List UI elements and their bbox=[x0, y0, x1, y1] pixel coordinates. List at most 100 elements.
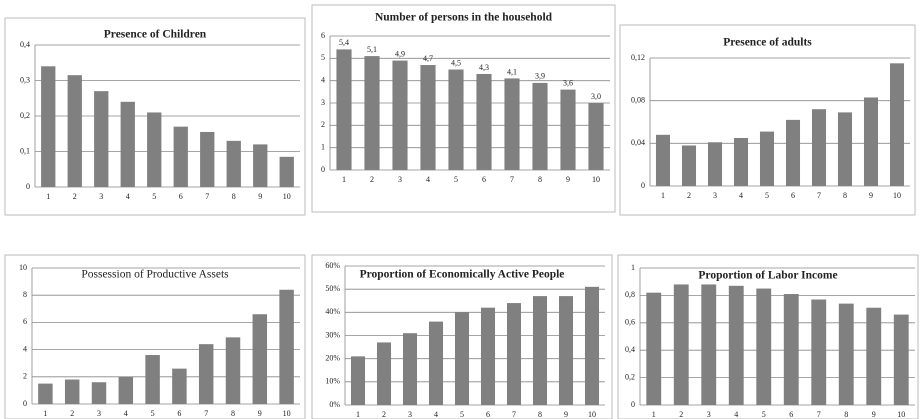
bar bbox=[91, 382, 107, 404]
x-tick-label: 3 bbox=[408, 410, 412, 419]
data-label: 5,4 bbox=[339, 38, 349, 47]
panel-title: Proportion of Economically Active People bbox=[360, 269, 565, 281]
x-tick-label: 8 bbox=[232, 192, 236, 201]
x-tick-label: 2 bbox=[382, 410, 386, 419]
bar bbox=[198, 344, 214, 404]
bar bbox=[584, 286, 600, 405]
bar bbox=[38, 383, 53, 404]
y-tick-label: 30% bbox=[325, 330, 340, 339]
x-tick-label: 1 bbox=[43, 409, 47, 418]
y-tick-label: 0 bbox=[631, 400, 635, 409]
y-tick-label: 20% bbox=[325, 353, 340, 362]
y-tick-label: 3 bbox=[321, 98, 325, 107]
bar bbox=[392, 60, 408, 170]
bar bbox=[673, 284, 689, 405]
bar bbox=[118, 376, 134, 404]
y-tick-label: 0,2 bbox=[625, 372, 635, 381]
x-tick-label: 3 bbox=[97, 409, 101, 418]
x-tick-label: 1 bbox=[652, 410, 656, 419]
x-tick-label: 9 bbox=[258, 192, 262, 201]
x-tick-label: 9 bbox=[258, 409, 262, 418]
y-tick-label: 0 bbox=[23, 399, 27, 408]
x-tick-label: 5 bbox=[151, 409, 155, 418]
bar bbox=[504, 78, 520, 170]
bar bbox=[279, 156, 294, 187]
bar bbox=[476, 73, 492, 170]
panel: 0 0,2 0,4 0,6 0,8 1 1 2 3 4 5 6 7 8 9 10 Proportion of L… bbox=[617, 254, 919, 419]
bar bbox=[558, 296, 574, 405]
x-tick-label: 8 bbox=[231, 409, 235, 418]
bar bbox=[811, 299, 827, 405]
bar bbox=[759, 131, 775, 186]
bar bbox=[889, 63, 905, 187]
x-tick-label: 6 bbox=[179, 192, 183, 201]
x-tick-label: 2 bbox=[679, 410, 683, 419]
bar bbox=[506, 303, 522, 405]
x-tick-label: 1 bbox=[342, 175, 346, 184]
data-label: 3,0 bbox=[591, 92, 601, 101]
bar bbox=[837, 112, 853, 186]
bar bbox=[866, 307, 882, 405]
x-tick-label: 2 bbox=[687, 191, 691, 200]
x-tick-label: 5 bbox=[460, 410, 464, 419]
x-tick-label: 7 bbox=[510, 175, 514, 184]
bar bbox=[428, 321, 444, 405]
x-tick-label: 4 bbox=[426, 175, 430, 184]
x-tick-label: 10 bbox=[283, 192, 291, 201]
x-tick-label: 1 bbox=[356, 410, 360, 419]
data-label: 4,7 bbox=[423, 54, 433, 63]
x-tick-label: 10 bbox=[588, 410, 596, 419]
bar bbox=[785, 119, 801, 186]
bar bbox=[41, 66, 56, 187]
y-tick-label: 10 bbox=[19, 263, 27, 272]
panel-title: Possession of Productive Assets bbox=[81, 269, 229, 281]
data-label: 4,3 bbox=[479, 63, 489, 72]
data-label: 3,9 bbox=[535, 72, 545, 81]
x-tick-label: 6 bbox=[486, 410, 490, 419]
panel: 0 0,1 0,2 0,3 0,4 1 2 3 4 5 6 7 8 9 10 Presence of Chil… bbox=[4, 17, 306, 216]
x-tick-label: 6 bbox=[791, 191, 795, 200]
x-tick-label: 10 bbox=[897, 410, 905, 419]
bar bbox=[376, 342, 392, 405]
x-tick-label: 5 bbox=[762, 410, 766, 419]
y-tick-label: 5 bbox=[321, 53, 325, 62]
y-tick-label: 0 bbox=[26, 182, 30, 191]
x-tick-label: 7 bbox=[204, 409, 208, 418]
y-tick-label: 4 bbox=[23, 344, 27, 353]
panel-title: Proportion of Labor Income bbox=[698, 270, 837, 282]
bar bbox=[200, 131, 215, 187]
bar bbox=[94, 91, 109, 187]
bar bbox=[783, 294, 799, 405]
panel: 0 0,04 0,08 0,12 1 2 3 4 5 6 7 8 9 10 Presence of adul… bbox=[619, 24, 916, 216]
bar bbox=[646, 292, 662, 405]
bar bbox=[701, 284, 717, 405]
data-label: 3,6 bbox=[563, 78, 573, 87]
x-tick-label: 4 bbox=[126, 192, 130, 201]
y-tick-label: 2 bbox=[321, 120, 325, 129]
panel-title: Presence of Children bbox=[104, 29, 207, 41]
bar bbox=[655, 134, 671, 186]
bar bbox=[64, 379, 80, 404]
bar bbox=[811, 109, 827, 186]
x-tick-label: 8 bbox=[538, 175, 542, 184]
y-tick-label: 0,6 bbox=[625, 318, 635, 327]
y-tick-label: 40% bbox=[325, 307, 340, 316]
bar bbox=[480, 307, 496, 405]
bar bbox=[532, 296, 548, 405]
bar bbox=[147, 112, 162, 187]
y-tick-label: 0 bbox=[321, 165, 325, 174]
y-tick-label: 0,3 bbox=[20, 75, 30, 84]
bar bbox=[173, 126, 188, 187]
bar bbox=[279, 289, 294, 404]
y-tick-label: 0,8 bbox=[625, 290, 635, 299]
y-tick-label: 0,04 bbox=[631, 138, 645, 147]
bar bbox=[252, 314, 268, 404]
y-tick-label: 10% bbox=[325, 377, 340, 386]
bar bbox=[893, 314, 909, 405]
bar bbox=[120, 101, 135, 187]
x-tick-label: 2 bbox=[70, 409, 74, 418]
panel: 0 1 2 3 4 5 6 1 5,4 2 5,1 3 4,9 4 4,7 5 4,5 6 4,3 7 4,1 8 3,9 9… bbox=[311, 4, 616, 213]
bar bbox=[756, 288, 772, 405]
x-tick-label: 9 bbox=[564, 410, 568, 419]
